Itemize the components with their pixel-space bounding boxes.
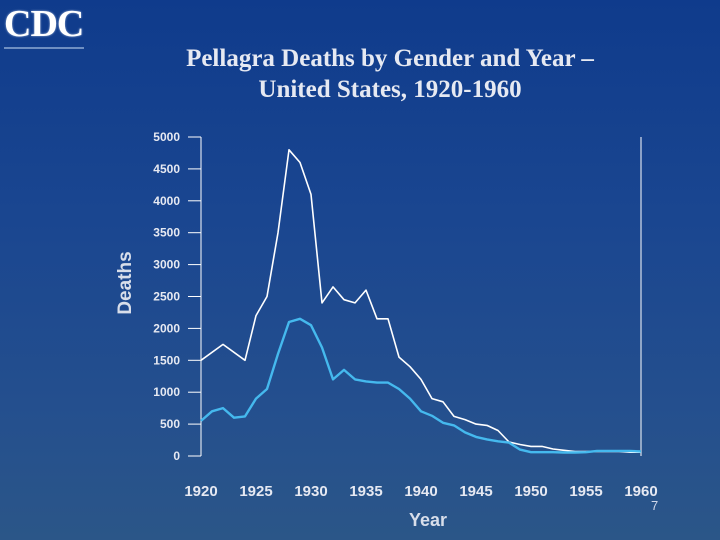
- y-tick-label: 3500: [153, 226, 180, 240]
- x-axis-ticks: 1920 1925 1930 1935 1940 1945 1950 1955 1960: [184, 483, 657, 500]
- y-tick-label: 1500: [153, 353, 180, 367]
- y-tick-label: 3000: [153, 258, 180, 272]
- x-tick-label: 1940: [404, 483, 437, 500]
- y-tick-label: 4000: [153, 194, 180, 208]
- y-tick-label: 5000: [153, 130, 180, 144]
- y-tick-label: 2500: [153, 290, 180, 304]
- y-axis-ticks: 0 500 1000 1500 2000 2500 3000 3500 4000 4500 5000: [153, 130, 201, 463]
- y-tick-label: 4500: [153, 162, 180, 176]
- chart-title-line-1: Pellagra Deaths by Gender and Year –: [186, 45, 594, 72]
- x-tick-label: 1955: [569, 483, 602, 500]
- chart-title-line-2: United States, 1920-1960: [258, 76, 522, 103]
- y-tick-label: 2000: [153, 321, 180, 335]
- cdc-logo: CDC: [4, 3, 84, 45]
- x-tick-label: 1960: [624, 483, 657, 500]
- x-tick-label: 1920: [184, 483, 217, 500]
- x-tick-label: 1925: [239, 483, 272, 500]
- series-line-blue: [200, 317, 642, 454]
- x-tick-label: 1950: [514, 483, 547, 500]
- series-line-white: [200, 149, 641, 454]
- x-tick-label: 1945: [459, 483, 492, 500]
- chart-series: [200, 149, 642, 454]
- page-number: 7: [651, 498, 659, 513]
- y-axis-label: Deaths: [115, 251, 136, 314]
- x-axis-label: Year: [409, 510, 447, 530]
- chart-title: Pellagra Deaths by Gender and Year – Uni…: [110, 43, 670, 105]
- x-tick-label: 1935: [349, 483, 382, 500]
- y-tick-label: 0: [173, 449, 180, 463]
- x-tick-label: 1930: [294, 483, 327, 500]
- y-tick-label: 1000: [153, 385, 180, 399]
- y-tick-label: 500: [160, 417, 180, 431]
- logo-underline: [4, 47, 84, 49]
